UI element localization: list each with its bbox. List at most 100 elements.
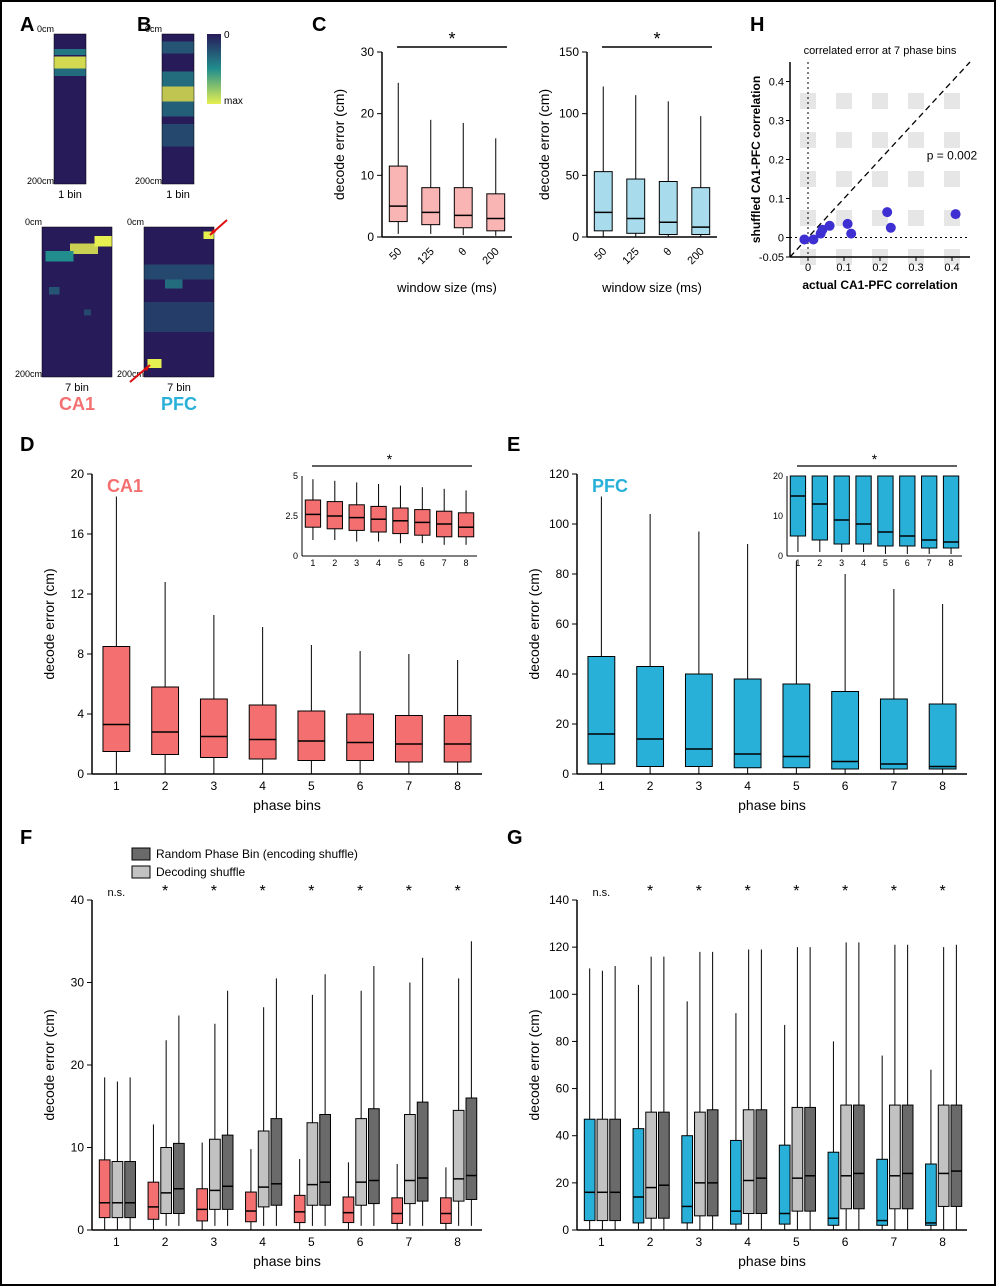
svg-text:decode error (cm): decode error (cm) xyxy=(536,89,552,200)
svg-text:CA1: CA1 xyxy=(59,394,95,414)
svg-text:40: 40 xyxy=(71,893,85,907)
svg-text:0: 0 xyxy=(367,230,374,244)
svg-text:125: 125 xyxy=(415,246,436,267)
svg-text:100: 100 xyxy=(549,517,569,531)
svg-text:0: 0 xyxy=(778,551,783,561)
svg-text:*: * xyxy=(260,883,266,900)
svg-text:0.1: 0.1 xyxy=(836,262,851,274)
svg-text:200cm: 200cm xyxy=(15,369,42,379)
svg-text:8: 8 xyxy=(939,1235,946,1249)
svg-text:2: 2 xyxy=(647,779,654,793)
svg-text:2: 2 xyxy=(647,1235,654,1249)
svg-text:6: 6 xyxy=(357,779,364,793)
svg-text:n.s.: n.s. xyxy=(593,887,611,899)
svg-text:*: * xyxy=(211,883,217,900)
svg-text:3: 3 xyxy=(354,558,359,568)
svg-text:5: 5 xyxy=(308,779,315,793)
svg-text:*: * xyxy=(455,883,461,900)
svg-text:4: 4 xyxy=(744,779,751,793)
svg-text:*: * xyxy=(940,883,946,900)
svg-text:max: max xyxy=(224,96,243,107)
svg-text:60: 60 xyxy=(556,1082,570,1096)
svg-text:*: * xyxy=(387,451,393,467)
svg-text:0: 0 xyxy=(562,767,569,781)
svg-text:actual CA1-PFC correlation: actual CA1-PFC correlation xyxy=(802,278,957,292)
panelF-boxplot: 0102030401n.s.2*3*4*5*6*7*8*decode error… xyxy=(32,840,502,1280)
svg-text:0.3: 0.3 xyxy=(908,262,923,274)
svg-text:0.4: 0.4 xyxy=(944,262,959,274)
svg-text:40: 40 xyxy=(556,1129,570,1143)
svg-text:decode error (cm): decode error (cm) xyxy=(526,1009,542,1120)
svg-text:*: * xyxy=(653,29,660,49)
svg-text:2: 2 xyxy=(162,779,169,793)
panelG-boxplot: 0204060801001201401n.s.2*3*4*5*6*7*8*dec… xyxy=(517,840,987,1280)
svg-text:3: 3 xyxy=(211,779,218,793)
svg-text:3: 3 xyxy=(211,1235,218,1249)
svg-text:θ: θ xyxy=(662,246,675,259)
svg-text:phase bins: phase bins xyxy=(738,1253,806,1269)
svg-text:6: 6 xyxy=(357,1235,364,1249)
svg-text:8: 8 xyxy=(454,1235,461,1249)
panelE-boxplot: 02040608010012012345678decode error (cm)… xyxy=(517,444,987,824)
svg-text:0: 0 xyxy=(562,1223,569,1237)
svg-text:5: 5 xyxy=(793,779,800,793)
svg-text:1: 1 xyxy=(598,779,605,793)
svg-text:100: 100 xyxy=(549,987,569,1001)
svg-text:7: 7 xyxy=(442,558,447,568)
svg-text:CA1: CA1 xyxy=(107,476,143,496)
svg-text:decode error (cm): decode error (cm) xyxy=(41,568,57,679)
svg-text:1: 1 xyxy=(598,1235,605,1249)
svg-text:10: 10 xyxy=(71,1141,85,1155)
svg-text:1: 1 xyxy=(113,1235,120,1249)
svg-text:20: 20 xyxy=(556,717,570,731)
svg-text:200: 200 xyxy=(685,246,706,267)
svg-text:*: * xyxy=(872,451,878,467)
svg-text:20: 20 xyxy=(71,1058,85,1072)
svg-text:*: * xyxy=(647,883,653,900)
svg-text:6: 6 xyxy=(842,1235,849,1249)
svg-text:1: 1 xyxy=(795,558,800,568)
svg-text:100: 100 xyxy=(559,107,579,121)
panelH-scatter: 00.10.20.30.4-0.0500.10.20.30.4correlate… xyxy=(750,37,985,307)
svg-text:20: 20 xyxy=(556,1176,570,1190)
svg-text:20: 20 xyxy=(361,107,375,121)
svg-text:1 bin: 1 bin xyxy=(166,189,190,201)
svg-text:-0.05: -0.05 xyxy=(759,252,784,264)
svg-text:8: 8 xyxy=(77,647,84,661)
svg-text:12: 12 xyxy=(71,587,85,601)
svg-text:3: 3 xyxy=(696,1235,703,1249)
svg-text:Random Phase Bin (encoding shu: Random Phase Bin (encoding shuffle) xyxy=(156,847,358,861)
svg-text:4: 4 xyxy=(861,558,866,568)
svg-text:7: 7 xyxy=(927,558,932,568)
svg-text:8: 8 xyxy=(454,779,461,793)
svg-text:2.5: 2.5 xyxy=(285,511,298,521)
svg-text:5: 5 xyxy=(883,558,888,568)
svg-text:*: * xyxy=(308,883,314,900)
svg-text:p = 0.002: p = 0.002 xyxy=(927,149,978,163)
svg-text:PFC: PFC xyxy=(161,394,197,414)
svg-text:2: 2 xyxy=(162,1235,169,1249)
svg-text:*: * xyxy=(891,883,897,900)
svg-text:decode error (cm): decode error (cm) xyxy=(331,89,347,200)
svg-text:0: 0 xyxy=(77,767,84,781)
svg-text:8: 8 xyxy=(939,779,946,793)
svg-text:4: 4 xyxy=(376,558,381,568)
svg-text:2: 2 xyxy=(332,558,337,568)
svg-text:4: 4 xyxy=(259,1235,266,1249)
svg-text:200cm: 200cm xyxy=(135,176,162,186)
svg-text:0: 0 xyxy=(778,233,784,245)
svg-text:*: * xyxy=(357,883,363,900)
svg-text:2: 2 xyxy=(817,558,822,568)
svg-text:6: 6 xyxy=(905,558,910,568)
label-F: F xyxy=(20,827,32,850)
svg-text:10: 10 xyxy=(773,511,783,521)
svg-text:0cm: 0cm xyxy=(37,24,54,34)
svg-text:20: 20 xyxy=(71,467,85,481)
svg-text:0: 0 xyxy=(805,262,811,274)
svg-text:125: 125 xyxy=(620,246,641,267)
svg-text:window size (ms): window size (ms) xyxy=(601,280,702,295)
svg-text:decode error (cm): decode error (cm) xyxy=(41,1009,57,1120)
svg-text:4: 4 xyxy=(744,1235,751,1249)
svg-text:5: 5 xyxy=(793,1235,800,1249)
svg-text:80: 80 xyxy=(556,1034,570,1048)
